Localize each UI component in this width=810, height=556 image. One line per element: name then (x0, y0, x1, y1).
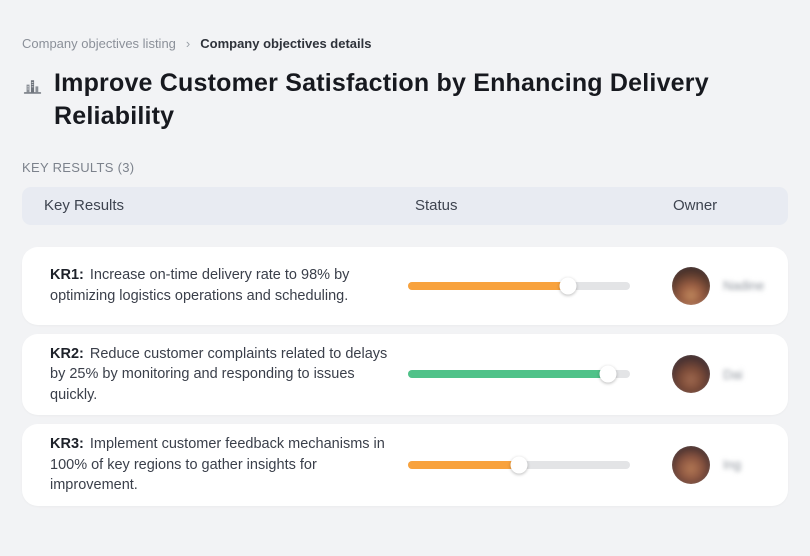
key-result-description: KR3: Implement customer feedback mechani… (22, 434, 408, 496)
progress-fill (408, 365, 617, 383)
progress-slider[interactable] (408, 277, 630, 294)
chevron-right-icon: › (185, 36, 191, 51)
breadcrumb-objectives-listing[interactable]: Company objectives listing (22, 36, 176, 51)
progress-slider[interactable] (408, 456, 630, 474)
breadcrumb-objectives-details: Company objectives details (200, 36, 372, 51)
owner-name: Ing (723, 457, 742, 473)
column-header-status: Status (415, 197, 458, 214)
key-results-table-header: Key Results Status Owner (22, 186, 788, 225)
owner-name: Nadine (723, 278, 765, 293)
key-results-rows: KR1: Increase on-time delivery rate to 9… (22, 246, 788, 506)
owner-cell: Dai (672, 355, 788, 394)
key-result-label: KR1: (50, 267, 84, 283)
progress-fill (408, 456, 528, 474)
progress-knob[interactable] (599, 365, 617, 383)
objective-title-row: Improve Customer Satisfaction by Enhanci… (22, 67, 788, 134)
building-skyline-icon (22, 75, 43, 101)
status-cell (408, 277, 672, 294)
key-result-text: Implement customer feedback mechanisms i… (50, 436, 385, 493)
owner-avatar (672, 355, 710, 394)
owner-cell: Nadine (672, 266, 788, 305)
key-result-text: Reduce customer complaints related to de… (50, 345, 388, 403)
progress-fill (408, 277, 577, 294)
status-cell (408, 456, 672, 474)
owner-name: Dai (723, 366, 743, 382)
key-result-row[interactable]: KR3: Implement customer feedback mechani… (22, 424, 788, 506)
breadcrumb: Company objectives listing › Company obj… (22, 36, 788, 51)
owner-avatar-photo (672, 445, 710, 484)
owner-avatar-photo (672, 266, 710, 305)
owner-avatar-photo (672, 355, 710, 394)
status-cell (408, 365, 672, 383)
progress-knob[interactable] (510, 456, 528, 474)
key-result-row[interactable]: KR1: Increase on-time delivery rate to 9… (22, 246, 788, 325)
owner-avatar (672, 445, 710, 484)
objective-details-page: Company objectives listing › Company obj… (0, 36, 810, 506)
progress-slider[interactable] (408, 365, 630, 383)
owner-avatar (672, 266, 710, 305)
owner-cell: Ing (672, 445, 788, 484)
key-result-row[interactable]: KR2: Reduce customer complaints related … (22, 333, 788, 415)
key-result-text: Increase on-time delivery rate to 98% by… (50, 267, 350, 304)
key-result-label: KR2: (50, 345, 84, 362)
key-result-description: KR1: Increase on-time delivery rate to 9… (22, 265, 408, 306)
column-header-owner: Owner (673, 197, 718, 214)
progress-knob[interactable] (559, 277, 577, 294)
page-title: Improve Customer Satisfaction by Enhanci… (54, 69, 709, 131)
key-results-section-label: KEY RESULTS (3) (22, 159, 135, 175)
key-result-label: KR3: (50, 436, 84, 452)
key-result-description: KR2: Reduce customer complaints related … (22, 344, 408, 406)
column-header-key-results: Key Results (44, 197, 125, 214)
